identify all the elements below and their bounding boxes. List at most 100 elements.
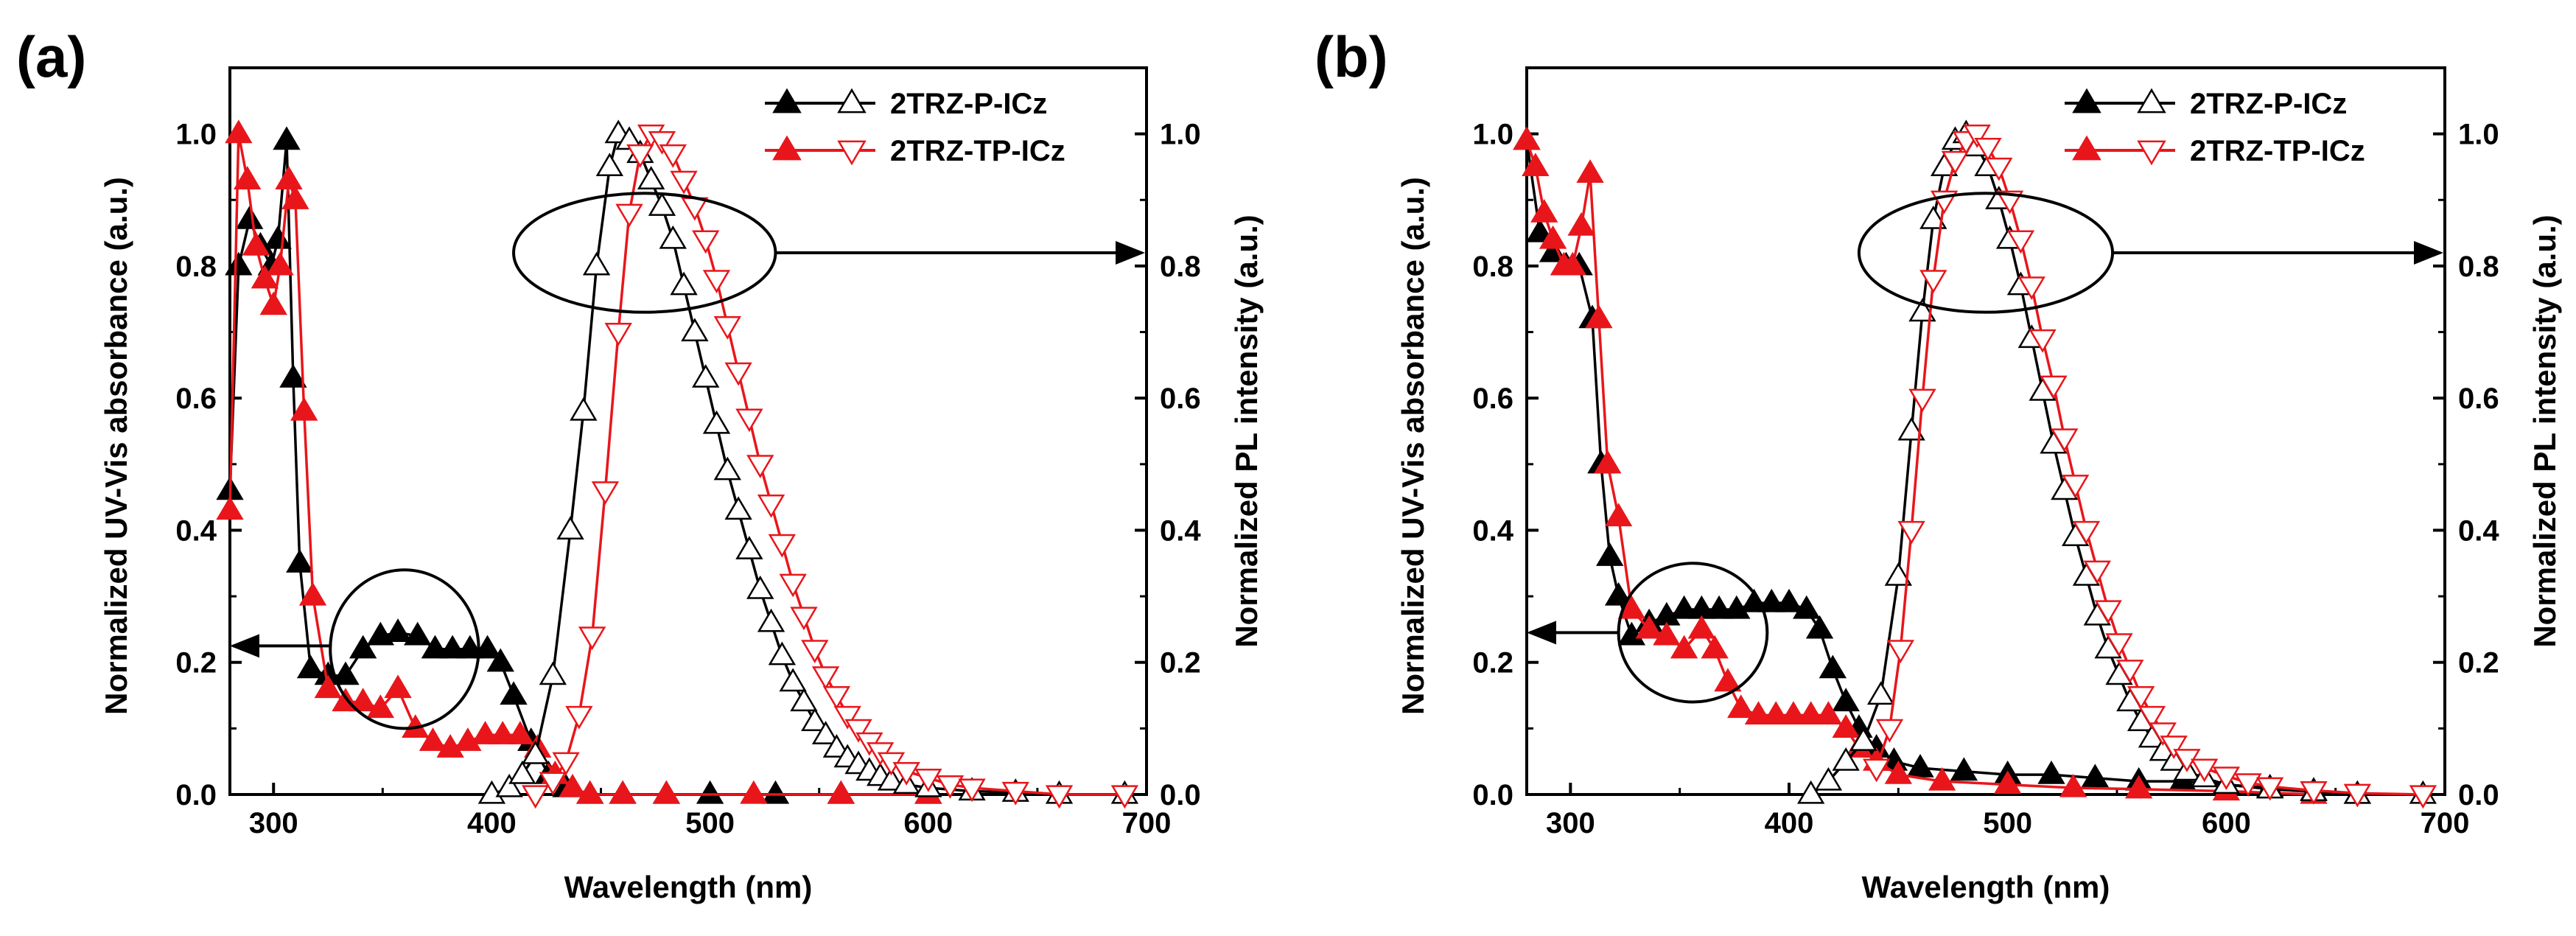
data-point — [1714, 668, 1742, 692]
legend-label: 2TRZ-P-ICz — [2190, 88, 2347, 120]
data-point — [506, 721, 534, 744]
data-point — [242, 231, 270, 256]
data-point — [216, 496, 244, 520]
data-point — [1884, 562, 1913, 586]
data-point — [384, 674, 412, 699]
data-point — [366, 694, 395, 719]
data-point — [539, 661, 567, 685]
annotation-ellipse — [512, 192, 777, 314]
data-point — [591, 481, 620, 505]
data-point — [713, 456, 741, 481]
data-point — [2051, 428, 2079, 453]
data-point — [604, 322, 632, 346]
data-point — [1862, 758, 1891, 783]
data-point — [251, 265, 279, 289]
data-point — [1522, 153, 1550, 177]
series-absorption-0 — [1513, 126, 2372, 804]
data-point — [500, 681, 528, 705]
data-point — [2037, 760, 2065, 784]
legend: 2TRZ-P-ICz 2TRZ-TP-ICz — [765, 88, 1065, 167]
y-tick-label-right: 0.6 — [1160, 383, 1201, 415]
data-point — [2059, 773, 2087, 797]
data-point — [521, 741, 550, 764]
data-point — [746, 455, 774, 479]
data-point — [578, 626, 606, 651]
data-point — [637, 166, 665, 189]
data-point — [1526, 218, 1554, 242]
data-point — [2149, 722, 2177, 747]
data-point — [1796, 701, 1825, 725]
data-point — [349, 635, 377, 659]
y-tick-label-right: 0.0 — [2458, 779, 2499, 811]
x-axis-title: Wavelength (nm) — [564, 870, 813, 904]
series-line — [1525, 140, 2314, 796]
data-point — [296, 654, 325, 679]
data-point — [681, 318, 709, 342]
data-point — [1585, 304, 1613, 329]
data-point — [314, 674, 342, 699]
data-point — [473, 635, 502, 659]
y-axis-title-right: Normalized PL intensity (a.u.) — [1229, 214, 1264, 647]
data-point — [1744, 701, 1773, 725]
data-point — [1727, 694, 1755, 719]
data-point — [264, 225, 292, 249]
data-point — [225, 251, 253, 276]
data-point — [1886, 640, 1914, 664]
legend-marker-filled — [2072, 135, 2101, 161]
series-PL-3 — [521, 125, 1139, 809]
data-point — [2061, 475, 2090, 498]
data-point — [1814, 766, 1843, 791]
data-point — [1832, 714, 1860, 738]
data-point — [1045, 785, 1074, 809]
data-point — [801, 640, 829, 664]
data-point — [1819, 654, 1847, 679]
data-point — [1701, 635, 1729, 659]
plot-frame — [1525, 66, 2446, 796]
y-tick-label-right: 0.2 — [1160, 647, 1201, 680]
data-point — [822, 685, 851, 710]
data-point — [1928, 766, 1956, 791]
data-point — [801, 708, 829, 731]
legend-marker-filled — [772, 135, 802, 161]
y-tick-label-left: 1.0 — [175, 119, 217, 151]
data-point — [1906, 753, 1934, 778]
data-point — [790, 688, 818, 712]
data-point — [2212, 766, 2241, 791]
data-point — [332, 661, 360, 685]
data-point — [1793, 595, 1821, 619]
data-point — [652, 780, 681, 804]
data-point — [576, 780, 604, 804]
data-point — [2138, 705, 2166, 730]
series-absorption-1 — [1513, 126, 2328, 804]
data-point — [559, 773, 587, 797]
annotation-ellipse — [329, 568, 480, 730]
data-point — [1567, 212, 1595, 236]
y-tick-label-right: 0.8 — [2458, 251, 2499, 283]
data-point — [735, 408, 763, 433]
data-point — [761, 780, 790, 804]
data-point — [521, 785, 550, 809]
y-tick-label-left: 0.8 — [175, 251, 217, 283]
data-point — [273, 126, 301, 150]
data-point — [822, 734, 851, 758]
data-point — [1993, 770, 2022, 794]
series-line — [1810, 132, 2423, 796]
data-point — [570, 397, 598, 421]
data-point — [833, 705, 861, 730]
data-point — [2006, 230, 2035, 254]
data-point — [958, 778, 986, 803]
x-tick-label: 300 — [1546, 807, 1595, 839]
data-point — [648, 131, 676, 155]
data-point — [454, 727, 482, 751]
legend-marker-open — [2137, 140, 2166, 166]
x-tick-label: 700 — [1122, 807, 1172, 839]
data-point — [1594, 450, 1622, 474]
data-point — [1849, 727, 1877, 751]
data-point — [1635, 615, 1663, 639]
data-point — [225, 119, 253, 144]
data-point — [1941, 150, 1970, 175]
data-point — [1897, 520, 1925, 545]
data-point — [1670, 595, 1698, 619]
y-tick-label-right: 0.8 — [1160, 251, 1201, 283]
